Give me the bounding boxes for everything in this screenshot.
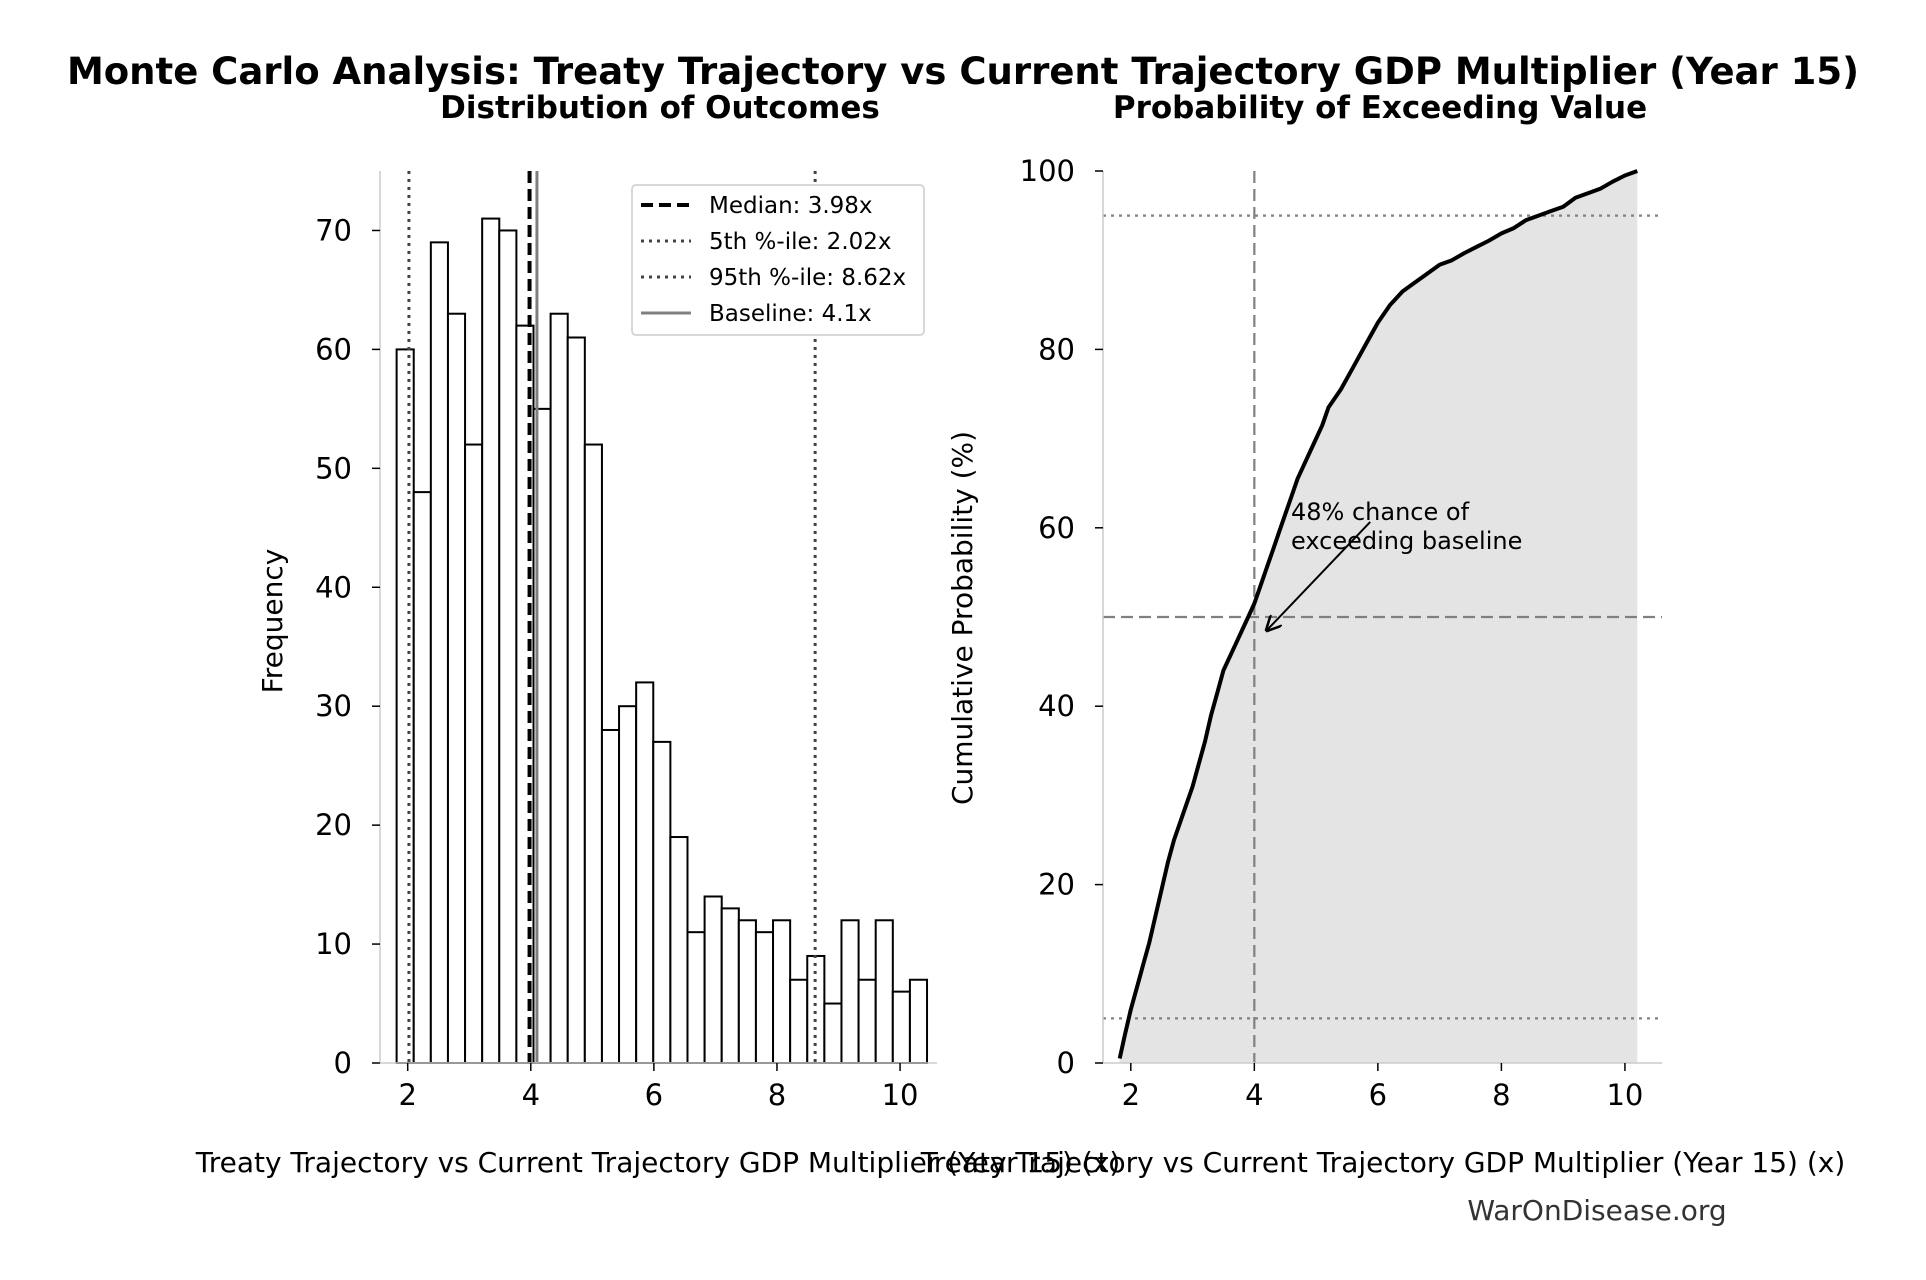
histogram-title: Distribution of Outcomes [440,90,880,126]
histogram-y-ticks: 0 10 20 30 40 50 60 70 [315,213,380,1080]
x-tick-label: 8 [1492,1078,1510,1112]
histogram-bar [566,336,586,1064]
histogram-bar [789,978,809,1064]
legend-label: Baseline: 4.1x [709,301,872,327]
histogram-bar [498,229,518,1064]
histogram-bar [583,443,603,1064]
cdf-title: Probability of Exceeding Value [1113,90,1647,126]
y-tick-label: 60 [315,332,352,366]
x-tick-label: 10 [882,1078,919,1112]
legend-label: Median: 3.98x [709,193,873,219]
x-tick-label: 4 [1245,1078,1263,1112]
histogram-bar [857,978,877,1064]
x-tick-label: 6 [645,1078,663,1112]
y-tick-label: 70 [315,213,352,247]
y-tick-label: 0 [334,1046,352,1080]
histogram-y-label: Frequency [256,549,289,694]
y-tick-label: 40 [1038,689,1075,723]
histogram-bar [652,740,672,1064]
histogram-bar [446,312,467,1065]
histogram-bar [669,836,689,1064]
x-tick-label: 2 [398,1078,416,1112]
histogram-bar [908,978,929,1064]
histogram-bar [618,705,638,1064]
cdf-series-line [1117,169,1638,1059]
cdf-annotation: 48% chance of exceeding baseline [1267,498,1522,630]
histogram-bar [823,1002,843,1064]
x-tick-label: 10 [1606,1078,1643,1112]
annotation-text-line1: 48% chance of [1291,498,1470,526]
y-tick-label: 30 [315,689,352,723]
annotation-arrow [1267,521,1371,630]
histogram-bar [686,931,706,1064]
annotation-text-line2: exceeding baseline [1291,527,1522,555]
legend-items: Median: 3.98x 5th %-ile: 2.02x 95th %-ile:… [641,193,906,327]
y-tick-label: 0 [1057,1046,1075,1080]
histogram-bar [772,919,792,1065]
y-tick-label: 10 [315,927,352,961]
cdf-x-label: Treaty Trajectory vs Current Trajectory … [920,1146,1846,1179]
histogram-bar [891,990,911,1065]
histogram-bar [874,919,894,1065]
histogram-bar [429,241,449,1065]
histogram-bar [635,681,655,1064]
histogram-bar [549,312,569,1065]
histogram-bar [754,931,775,1064]
histogram-bar [395,348,415,1064]
x-tick-label: 6 [1369,1078,1387,1112]
histogram-bars [395,217,929,1065]
y-tick-label: 50 [315,451,352,485]
y-tick-label: 80 [1038,332,1075,366]
cdf-y-label: Cumulative Probability (%) [946,431,979,805]
legend-label: 95th %-ile: 8.62x [709,265,906,291]
y-tick-label: 40 [315,570,352,604]
cdf-y-ticks: 0 20 40 60 80 100 [1020,154,1103,1080]
histogram-bar [464,443,484,1064]
x-tick-label: 4 [522,1078,540,1112]
histogram-x-ticks: 2 4 6 8 10 [398,1063,919,1112]
histogram-bar [737,919,757,1065]
y-tick-label: 20 [1038,868,1075,902]
y-tick-label: 60 [1038,511,1075,545]
cdf-panel: Probability of Exceeding Value 2 4 6 8 10 0 2… [920,90,1846,1179]
histogram-bar [412,491,432,1064]
histogram-reference-lines [407,171,817,1063]
histogram-x-label: Treaty Trajectory vs Current Trajectory … [195,1146,1121,1179]
y-tick-label: 100 [1020,154,1075,188]
cdf-x-ticks: 2 4 6 8 10 [1122,1063,1643,1112]
x-tick-label: 2 [1122,1078,1140,1112]
histogram-legend: Median: 3.98x 5th %-ile: 2.02x 95th %-ile:… [631,184,925,336]
y-tick-label: 20 [315,808,352,842]
figure-title: Monte Carlo Analysis: Treaty Trajectory … [67,50,1859,93]
histogram-bar [840,919,860,1065]
x-tick-label: 8 [768,1078,786,1112]
legend-box [631,184,925,336]
histogram-bar [481,217,501,1065]
histogram-bar [703,895,723,1065]
cdf-reference-lines [1103,171,1662,1063]
legend-label: 5th %-ile: 2.02x [709,229,892,255]
histogram-panel: Distribution of Outcomes 2 4 6 8 10 0 10 20 30 4… [195,90,1121,1179]
histogram-bar [600,728,621,1065]
watermark: WarOnDisease.org [1467,1194,1726,1227]
histogram-bar [720,907,740,1064]
